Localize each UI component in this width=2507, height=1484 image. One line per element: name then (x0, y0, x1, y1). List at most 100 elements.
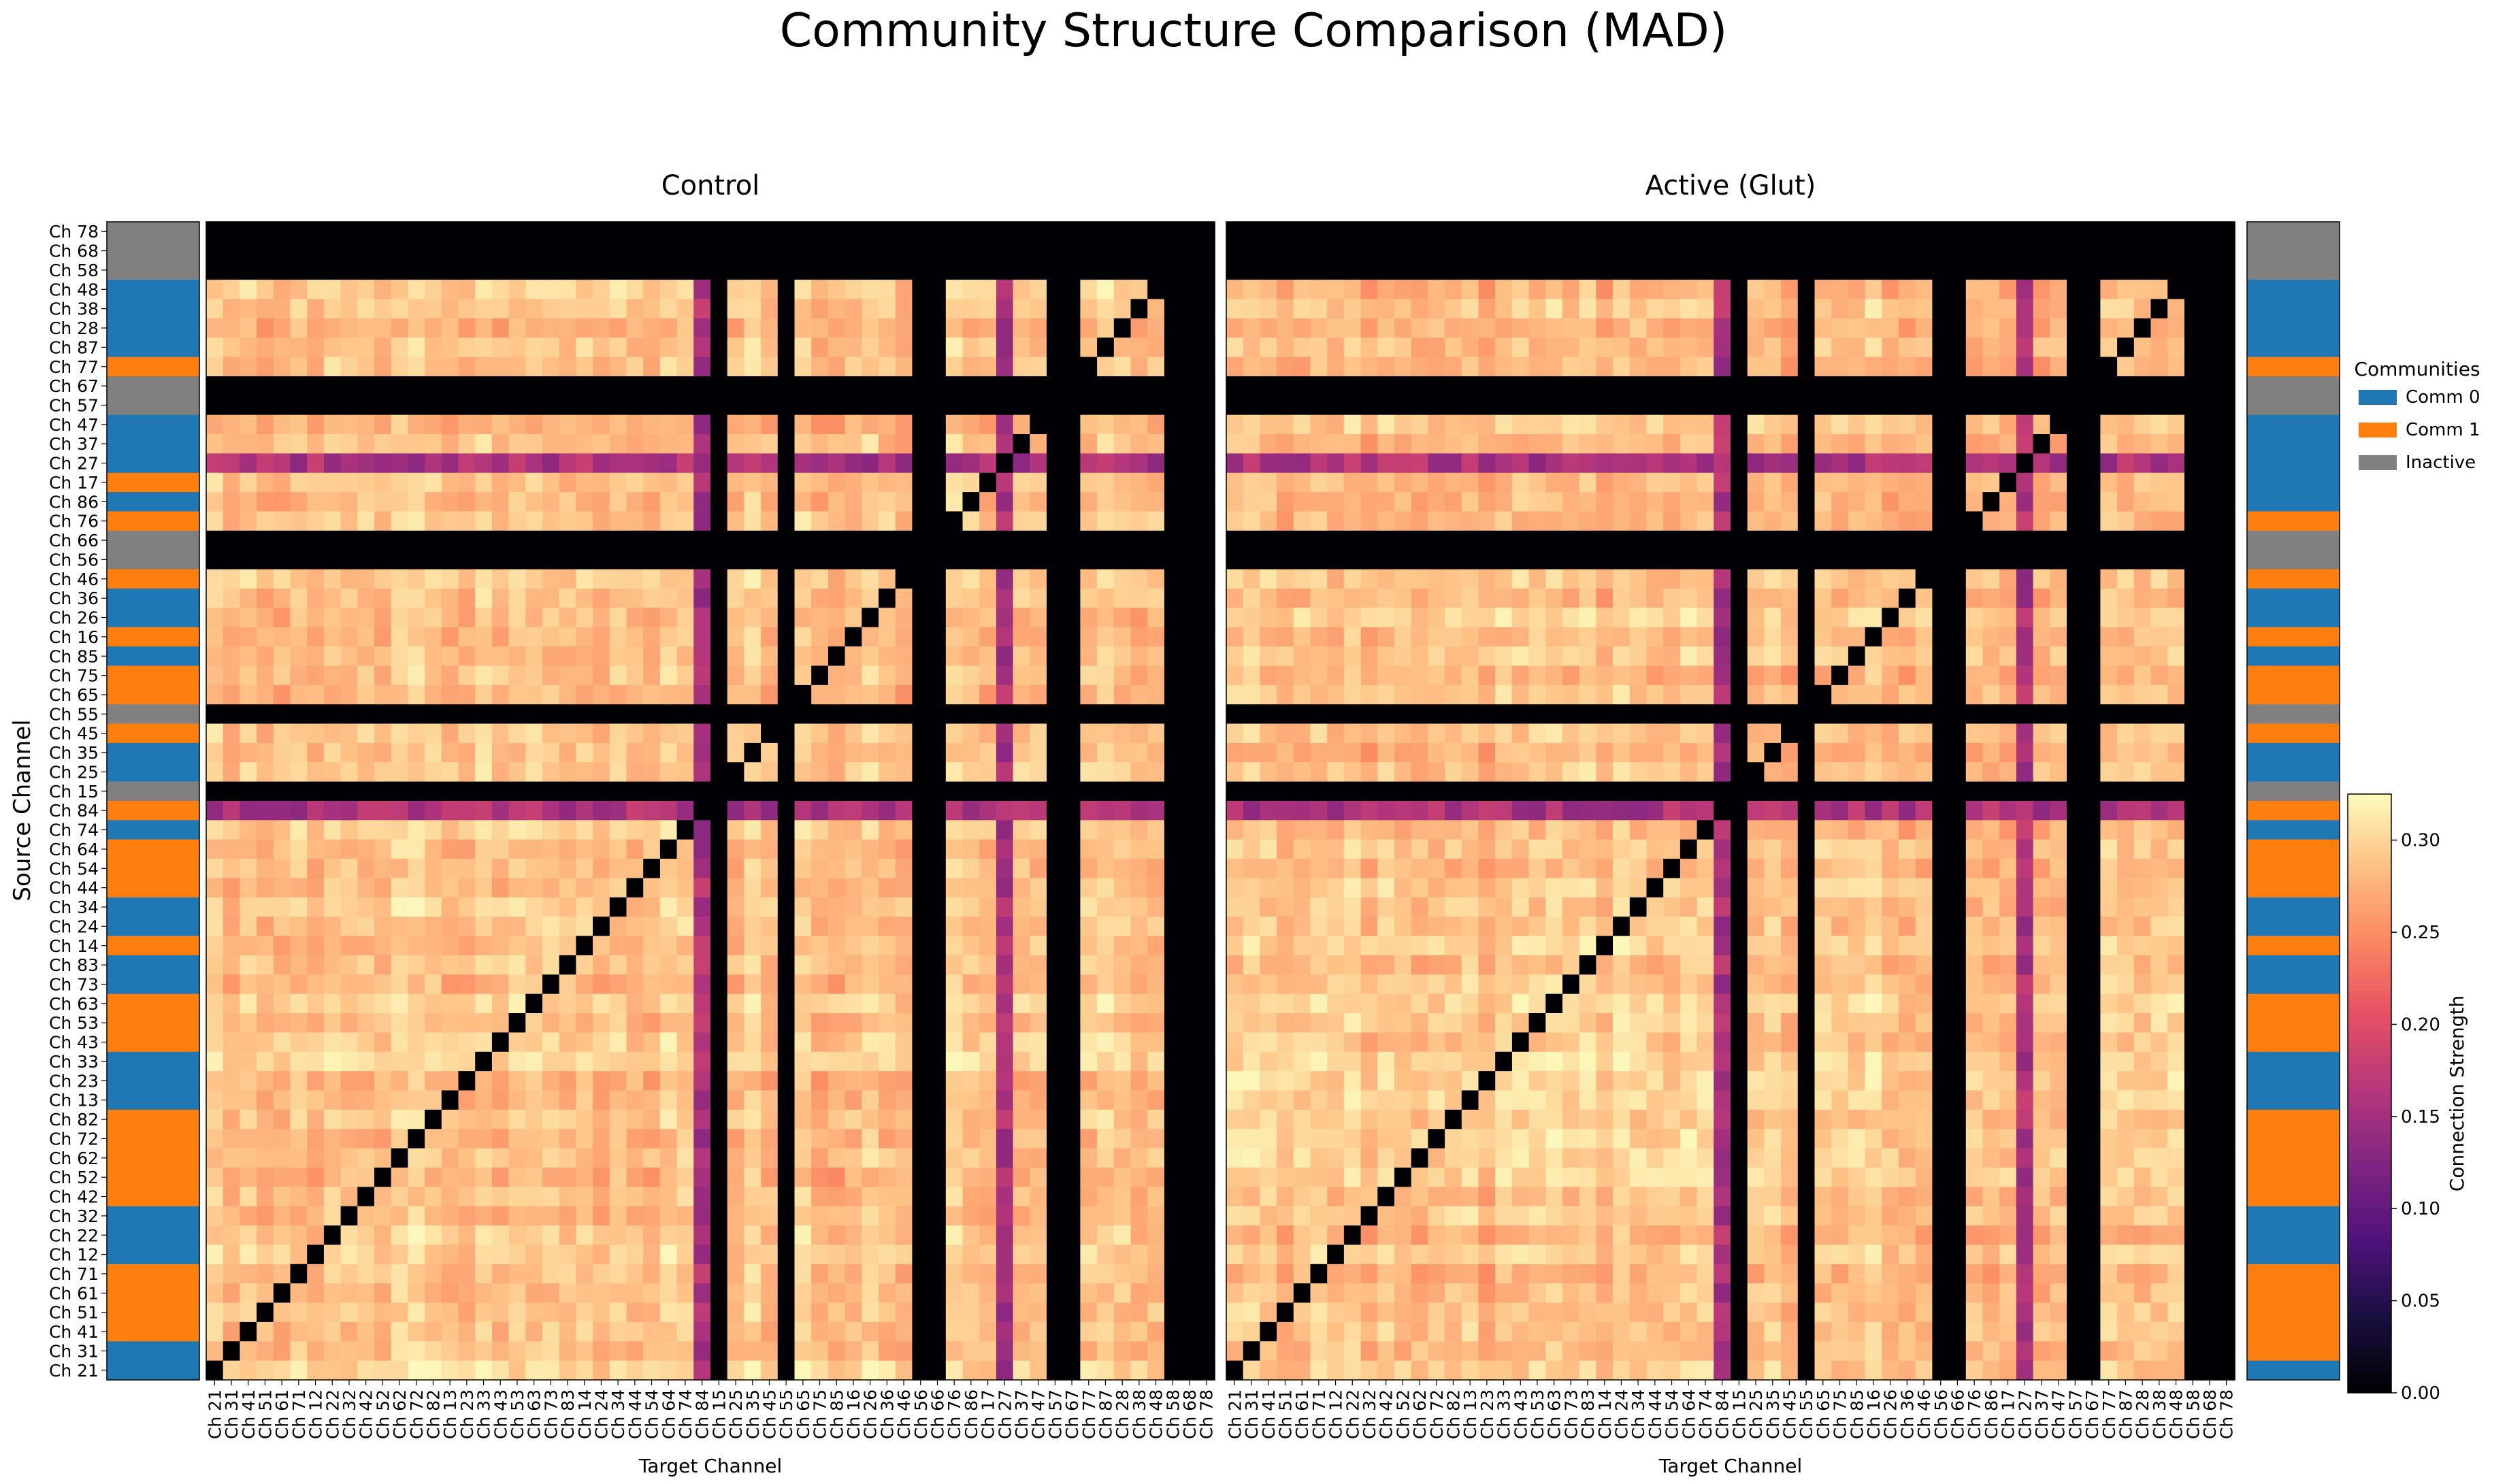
heatmap-cell (425, 280, 442, 300)
heatmap-cell (979, 801, 997, 821)
column-tick-label: Ch 84 (693, 1389, 712, 1439)
heatmap-cell (1428, 376, 1445, 396)
colorbar-segment (2348, 1294, 2391, 1301)
heatmap-cell (794, 1283, 812, 1304)
heatmap-cell (1814, 241, 1832, 261)
heatmap-cell (626, 1264, 644, 1284)
heatmap-cell (1097, 897, 1115, 917)
heatmap-cell (1181, 859, 1198, 879)
heatmap-cell (593, 569, 610, 589)
heatmap-cell (1198, 395, 1215, 416)
heatmap-cell (895, 241, 913, 261)
heatmap-cell (710, 781, 728, 802)
heatmap-cell (206, 1051, 224, 1072)
heatmap-cell (1181, 1360, 1198, 1381)
heatmap-cell (525, 859, 543, 879)
heatmap-cell (1932, 260, 1950, 280)
heatmap-cell (223, 1225, 240, 1246)
heatmap-cell (962, 704, 980, 725)
heatmap-cell (609, 1244, 627, 1265)
heatmap-cell (576, 801, 593, 821)
heatmap-cell (693, 936, 711, 956)
heatmap-cell (1731, 337, 1748, 358)
heatmap-cell (912, 1090, 930, 1110)
heatmap-cell (2033, 453, 2050, 474)
heatmap-cell (223, 917, 240, 937)
heatmap-cell (2201, 299, 2218, 319)
heatmap-cell (273, 685, 291, 705)
heatmap-cell (340, 781, 358, 802)
heatmap-cell (979, 588, 997, 608)
heatmap-cell (273, 299, 291, 319)
heatmap-cell (693, 685, 711, 705)
heatmap-cell (425, 878, 442, 898)
heatmap-cell (458, 222, 476, 242)
heatmap-cell (879, 646, 896, 667)
heatmap-cell (273, 1148, 291, 1168)
heatmap-cell (1080, 1129, 1098, 1149)
heatmap-cell (945, 936, 964, 956)
heatmap-cell (542, 801, 560, 821)
heatmap-cell (441, 280, 459, 300)
heatmap-cell (559, 260, 576, 280)
heatmap-cell (744, 472, 761, 493)
heatmap-cell (794, 627, 812, 647)
heatmap-cell (626, 337, 644, 358)
colorbar-segment (2348, 1000, 2391, 1007)
heatmap-cell (491, 608, 510, 628)
heatmap-cell (710, 1206, 728, 1226)
heatmap-cell (1613, 318, 1631, 338)
heatmap-cell (1731, 241, 1748, 261)
heatmap-cell (1327, 337, 1345, 358)
row-tick-label: Ch 66 (49, 531, 99, 550)
heatmap-cell (609, 395, 627, 416)
heatmap-cell (1147, 414, 1165, 435)
heatmap-cell (307, 453, 325, 474)
heatmap-cell (811, 646, 829, 667)
heatmap-cell (273, 993, 291, 1014)
heatmap-cell (710, 1051, 728, 1072)
heatmap-cell (240, 337, 257, 358)
heatmap-cell (996, 801, 1014, 821)
heatmap-cell (1428, 511, 1445, 531)
heatmap-cell (2184, 395, 2202, 416)
heatmap-cell (2100, 376, 2118, 396)
heatmap-cell (1999, 357, 2017, 377)
column-tick-label: Ch 48 (1147, 1389, 1166, 1439)
heatmap-cell (593, 859, 610, 879)
heatmap-cell (626, 550, 644, 570)
heatmap-cell (290, 646, 308, 667)
heatmap-cell (643, 1013, 661, 1033)
heatmap-cell (1013, 260, 1030, 280)
heatmap-cell (1164, 1341, 1182, 1362)
heatmap-cell (710, 1129, 728, 1149)
heatmap-cell (290, 1206, 308, 1226)
heatmap-cell (223, 936, 240, 956)
heatmap-cell (1013, 742, 1030, 763)
heatmap-cell (1164, 472, 1182, 493)
heatmap-cell (1562, 260, 1580, 280)
heatmap-cell (879, 781, 896, 802)
heatmap-cell (929, 550, 947, 570)
heatmap-cell (1080, 280, 1098, 300)
heatmap-cell (340, 917, 358, 937)
row-tick-label: Ch 15 (49, 782, 99, 802)
heatmap-cell (2067, 222, 2084, 242)
heatmap-cell (744, 1341, 761, 1362)
heatmap-cell (223, 299, 240, 319)
heatmap-cell (525, 1090, 543, 1110)
heatmap-cell (240, 1206, 257, 1226)
heatmap-cell (1932, 222, 1950, 242)
heatmap-cell (542, 665, 560, 686)
heatmap-cell (1164, 1244, 1182, 1265)
heatmap-cell (1113, 646, 1132, 667)
heatmap-cell (828, 781, 846, 802)
heatmap-cell (794, 1051, 812, 1072)
heatmap-cell (626, 1167, 644, 1187)
heatmap-cell (441, 820, 459, 840)
heatmap-cell (240, 511, 257, 531)
heatmap-cell (240, 762, 257, 782)
heatmap-cell (374, 646, 392, 667)
heatmap-cell (1445, 472, 1462, 493)
heatmap-cell (845, 685, 862, 705)
